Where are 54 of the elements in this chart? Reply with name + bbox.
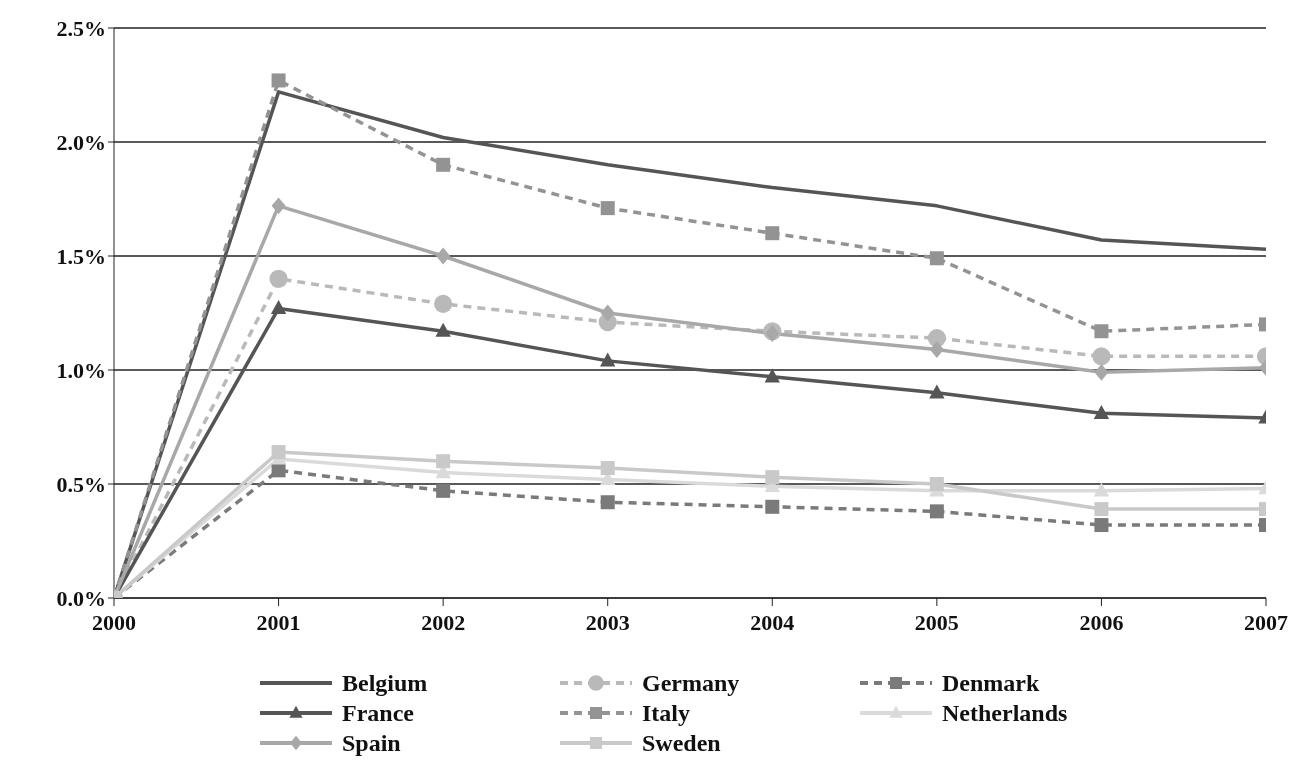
point [269, 269, 288, 288]
point [600, 201, 615, 216]
point [929, 341, 944, 358]
point [764, 368, 780, 383]
legend-label: Belgium [342, 669, 428, 697]
point [1093, 404, 1110, 419]
point [929, 251, 944, 266]
legend-label: Germany [642, 669, 740, 697]
point [929, 477, 944, 491]
point [600, 304, 615, 322]
legend-label: Sweden [642, 729, 721, 757]
point [600, 461, 615, 476]
point [436, 157, 451, 172]
point [434, 294, 453, 313]
point [436, 247, 451, 265]
point [436, 483, 451, 498]
point [765, 470, 780, 485]
x-tick-label: 2004 [750, 609, 795, 635]
point [271, 197, 286, 215]
point [1094, 363, 1109, 381]
legend-label: Denmark [942, 669, 1040, 697]
y-tick-label: 0.0% [56, 585, 106, 611]
x-tick-label: 2000 [92, 609, 136, 635]
legend-label: Netherlands [942, 699, 1068, 727]
point [765, 226, 780, 241]
legend-label: France [342, 699, 414, 727]
x-tick-label: 2002 [421, 609, 466, 635]
x-tick-label: 2003 [585, 609, 630, 635]
x-tick-label: 2005 [914, 609, 959, 635]
y-tick-label: 2.0% [56, 129, 106, 155]
point [1094, 324, 1109, 339]
point [1094, 502, 1109, 517]
x-tick-label: 2007 [1244, 609, 1288, 635]
point [600, 352, 616, 367]
y-tick-label: 1.5% [56, 243, 106, 269]
point [1092, 347, 1111, 366]
point [929, 384, 945, 399]
x-tick-label: 2006 [1079, 609, 1124, 635]
x-tick-label: 2001 [256, 609, 301, 635]
point [271, 73, 286, 88]
y-tick-label: 2.5% [56, 15, 106, 41]
point [600, 495, 615, 510]
point [270, 300, 287, 315]
legend-label: Italy [642, 699, 690, 727]
y-tick-label: 1.0% [56, 357, 106, 383]
point [1094, 518, 1109, 533]
point [435, 322, 451, 337]
point [271, 445, 286, 460]
point [436, 454, 451, 469]
y-tick-label: 0.5% [56, 471, 106, 497]
point [1093, 482, 1110, 497]
point [929, 504, 944, 519]
point [765, 499, 780, 514]
legend-label: Spain [342, 729, 401, 757]
